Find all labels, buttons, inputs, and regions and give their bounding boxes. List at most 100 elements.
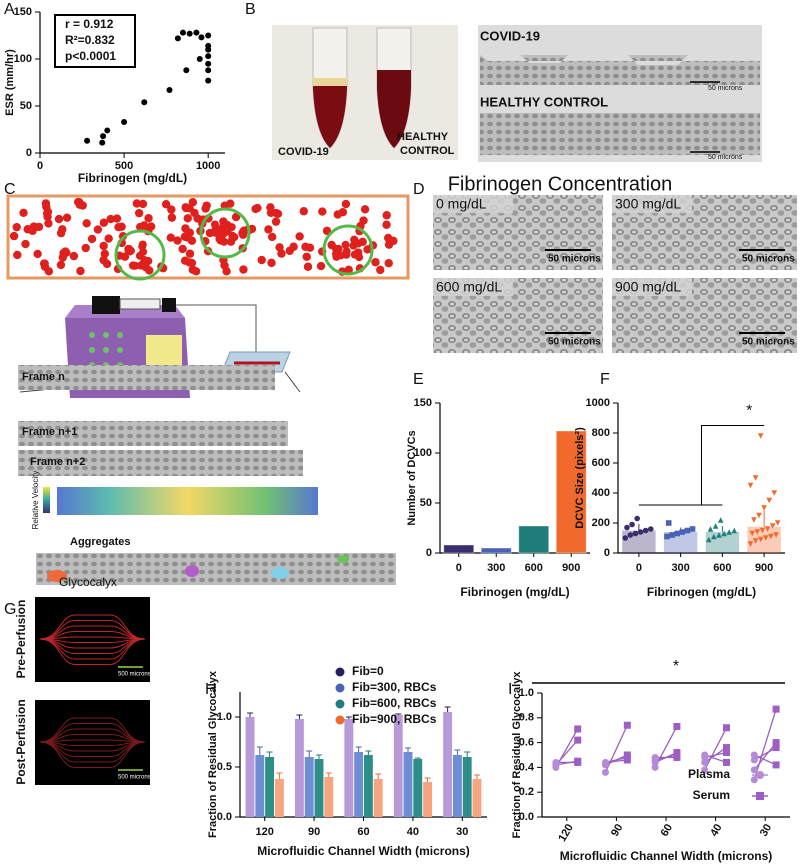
red-cell — [371, 258, 380, 267]
network-channel — [39, 741, 146, 752]
point — [726, 529, 732, 535]
red-cell — [302, 252, 311, 261]
bar — [274, 779, 284, 817]
syringe-holder — [92, 296, 120, 314]
legend-label: Serum — [693, 788, 730, 802]
red-cell — [117, 222, 126, 231]
red-cell — [82, 219, 91, 228]
red-cell — [167, 213, 177, 222]
significance: * — [746, 403, 752, 420]
red-cell — [145, 266, 154, 275]
x-tick-label: 900 — [755, 562, 773, 574]
red-cell — [185, 249, 195, 258]
charts: 0 50 100 150 Fibrinogen (mg/dL) ESR (mm/hr) 0 5… — [4, 6, 790, 863]
bar — [403, 752, 413, 817]
red-cell — [211, 228, 220, 237]
red-cell — [99, 241, 108, 251]
point — [717, 517, 724, 523]
red-cell — [188, 198, 198, 207]
frame-label: Frame n+1 — [22, 426, 77, 438]
red-cell — [54, 214, 64, 224]
red-cell — [138, 242, 147, 251]
red-cell — [223, 227, 232, 236]
micrographs: 0 mg/dL 50 microns 300 mg/dL 50 microns 600 … — [433, 195, 797, 353]
error-bar — [266, 751, 273, 757]
bar — [324, 777, 334, 817]
red-cell — [181, 224, 190, 233]
point — [716, 532, 722, 538]
red-cell — [289, 242, 298, 251]
error-bar — [276, 772, 283, 779]
red-cell — [231, 212, 241, 222]
red-cell — [21, 239, 30, 249]
row-label: Pre-Perfusion — [14, 600, 28, 679]
red-cell — [126, 247, 135, 256]
red-cell — [332, 252, 341, 261]
syringe — [119, 298, 161, 310]
red-cell — [267, 232, 277, 242]
point — [601, 768, 609, 776]
x-axis-label: Fibrinogen (mg/dL) — [78, 171, 187, 185]
point — [750, 756, 758, 764]
red-cell — [382, 211, 391, 220]
red-cell — [360, 205, 370, 214]
y-tick-label: 50 — [20, 100, 32, 112]
bar — [443, 712, 453, 817]
red-cell — [266, 208, 276, 217]
panel-letter: I — [508, 681, 512, 698]
error-bar — [247, 712, 254, 717]
point — [574, 736, 582, 744]
point — [196, 56, 203, 62]
red-cell — [161, 200, 171, 209]
point — [601, 758, 609, 766]
red-cell — [167, 205, 176, 214]
scale-label: 500 microns — [118, 672, 151, 678]
y-tick-label: 0.0 — [519, 811, 534, 823]
x-tick-label: 60 — [357, 826, 369, 838]
panel-letter: E — [413, 371, 424, 388]
red-cell — [299, 207, 308, 216]
point — [205, 67, 212, 74]
x-tick-label: 40 — [407, 826, 419, 838]
point — [632, 530, 639, 537]
red-cell — [183, 214, 193, 223]
red-cell — [39, 259, 49, 268]
aggregate — [47, 570, 67, 582]
point — [574, 725, 582, 733]
bar — [452, 755, 462, 817]
point — [186, 30, 193, 37]
network-channel — [39, 717, 146, 743]
tube-label: HEALTHY — [397, 131, 449, 143]
y-tick-label: 0.8 — [519, 712, 534, 724]
error-bar — [424, 777, 431, 782]
annotation: r = 0.912 — [65, 17, 114, 31]
point — [629, 521, 635, 528]
x-tick-label: 600 — [713, 562, 731, 574]
red-cell — [318, 207, 327, 216]
x-tick-label: 40 — [708, 822, 725, 839]
point — [721, 530, 727, 537]
bar — [344, 719, 354, 817]
network-channel — [39, 741, 146, 763]
x-tick-label: 300 — [487, 562, 505, 574]
point — [759, 527, 766, 534]
point — [665, 520, 672, 526]
panel-letter: F — [600, 371, 610, 388]
channel-label: HEALTHY CONTROL — [480, 94, 608, 109]
x-tick-label: 60 — [659, 822, 676, 839]
pair-line — [604, 724, 628, 773]
significance: * — [673, 658, 679, 675]
red-cell — [222, 267, 231, 276]
point — [763, 535, 769, 541]
bar — [304, 757, 314, 817]
significance-bracket — [638, 425, 765, 506]
aggregate-ring — [114, 229, 166, 281]
red-cell — [104, 234, 113, 243]
scale-label: 500 microns — [118, 775, 151, 781]
point — [712, 523, 719, 529]
point — [761, 505, 767, 511]
point — [750, 776, 758, 784]
y-axis-label: ESR (mm/hr) — [4, 49, 16, 116]
